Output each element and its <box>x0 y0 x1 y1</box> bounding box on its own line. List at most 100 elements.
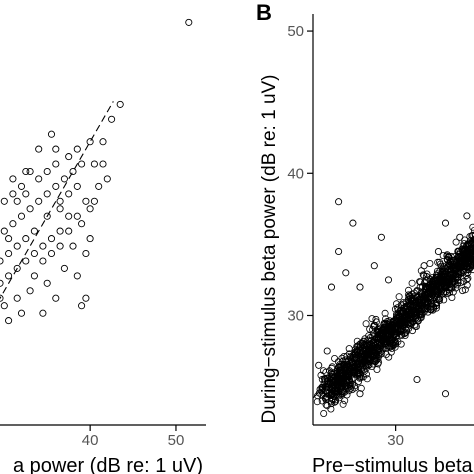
data-point <box>0 227 8 235</box>
data-point <box>345 365 353 373</box>
data-point <box>433 270 441 278</box>
data-point <box>353 346 361 354</box>
data-point <box>30 249 38 258</box>
data-point <box>86 138 94 146</box>
data-point <box>321 375 329 383</box>
data-point <box>13 197 21 205</box>
data-point <box>82 249 90 258</box>
data-point <box>418 301 426 309</box>
data-point <box>373 365 381 373</box>
data-point <box>17 212 26 220</box>
data-point <box>392 324 400 332</box>
data-point <box>354 378 362 386</box>
data-point <box>470 226 474 234</box>
data-point <box>405 298 413 306</box>
data-point <box>116 100 124 108</box>
data-point <box>330 385 338 393</box>
data-point <box>365 341 373 349</box>
data-point <box>372 351 380 359</box>
data-point <box>453 281 461 289</box>
data-point <box>458 257 466 265</box>
panel-b-y-axis-label: During−stimulus beta power (dB re: 1 uV) <box>259 74 280 423</box>
data-point <box>412 303 420 311</box>
data-point <box>56 227 64 235</box>
data-point <box>339 400 347 408</box>
data-point <box>356 369 364 377</box>
data-point <box>361 335 369 343</box>
data-point <box>99 160 107 168</box>
data-point <box>456 233 464 241</box>
data-point <box>328 391 336 399</box>
data-point <box>0 197 8 205</box>
data-point <box>354 361 362 369</box>
panel-b-x-axis-label: Pre−stimulus beta power <box>312 455 474 474</box>
data-point <box>322 368 330 376</box>
data-point <box>402 305 410 313</box>
data-point <box>65 190 73 198</box>
data-point <box>380 340 388 348</box>
data-point <box>386 330 394 338</box>
data-point <box>9 220 17 228</box>
data-point <box>0 302 8 310</box>
x-tick-label: 30 <box>387 432 404 449</box>
data-point <box>22 167 30 176</box>
data-point <box>470 236 474 243</box>
identity-line <box>0 101 114 300</box>
data-point <box>331 354 339 362</box>
data-point <box>443 251 451 259</box>
data-point <box>411 299 419 307</box>
data-point <box>349 368 357 376</box>
data-point <box>442 276 450 284</box>
data-point <box>422 300 430 308</box>
data-point <box>17 309 26 317</box>
data-point <box>392 340 400 348</box>
x-tick-label: 40 <box>82 432 99 449</box>
data-point <box>394 328 402 336</box>
data-point <box>329 380 337 388</box>
data-point <box>9 175 17 183</box>
data-point <box>440 282 448 290</box>
data-point <box>427 294 435 302</box>
data-point <box>349 353 357 361</box>
data-point <box>52 160 60 168</box>
data-point <box>342 269 350 277</box>
data-point <box>440 296 448 304</box>
data-point <box>413 311 421 319</box>
data-point <box>407 316 415 324</box>
data-point <box>78 302 86 310</box>
data-point <box>0 294 4 302</box>
data-point <box>353 369 361 377</box>
data-point <box>349 219 357 227</box>
data-point <box>43 190 51 198</box>
data-point <box>468 251 474 259</box>
data-point <box>325 380 333 388</box>
data-point <box>47 130 56 138</box>
data-point <box>467 247 474 255</box>
data-point <box>356 283 364 291</box>
data-point <box>443 290 451 298</box>
data-point <box>367 350 375 358</box>
data-point <box>322 401 330 409</box>
data-point <box>324 389 332 397</box>
data-point <box>408 279 416 287</box>
data-point <box>359 359 367 367</box>
data-point <box>357 352 365 360</box>
data-point <box>321 394 329 402</box>
data-point <box>456 259 464 267</box>
data-point <box>327 405 335 413</box>
data-point <box>82 294 90 302</box>
data-point <box>13 294 21 302</box>
data-point <box>86 235 94 243</box>
data-point <box>327 400 335 408</box>
data-point <box>349 364 357 372</box>
data-point <box>318 375 326 383</box>
data-point <box>82 197 90 205</box>
panel-a-x-axis-label: a power (dB re: 1 uV) <box>13 455 203 474</box>
y-tick-label: 30 <box>287 307 304 324</box>
data-point <box>22 190 30 198</box>
data-point <box>427 302 435 310</box>
data-point <box>335 198 343 206</box>
data-point <box>26 167 34 176</box>
data-point <box>370 321 378 329</box>
data-point <box>460 247 468 255</box>
